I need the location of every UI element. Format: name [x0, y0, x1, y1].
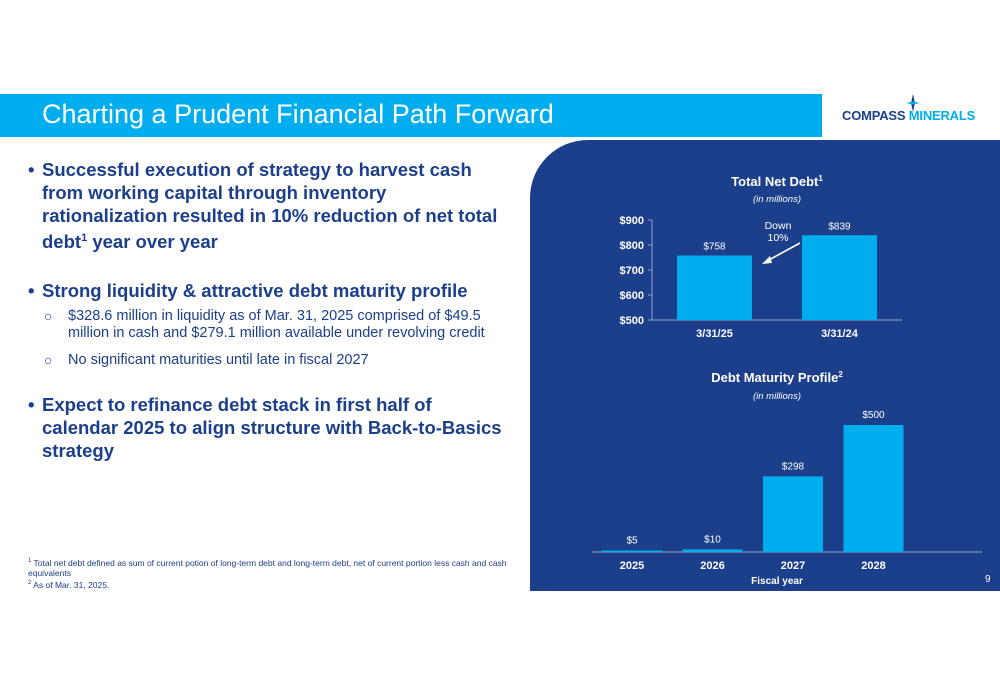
bullet-dot: •: [28, 159, 35, 180]
maturity-chart: Debt Maturity Profile2 (in millions) $5 2…: [592, 370, 982, 587]
bullet-3-text: Expect to refinance debt stack in first …: [42, 394, 502, 462]
logo-word-compass: COMPASS: [842, 108, 906, 123]
company-logo: COMPASS MINERALS: [822, 94, 1000, 137]
maturity-x-tick-label: 2025: [620, 560, 644, 572]
maturity-x-tick-label: 2027: [781, 560, 805, 572]
net-debt-bar: [677, 255, 752, 320]
bullet-3: • Expect to refinance debt stack in firs…: [28, 393, 507, 462]
maturity-bar-value-label: $298: [782, 461, 805, 472]
bullet-2-text: Strong liquidity & attractive debt matur…: [42, 280, 468, 302]
down-arrow-icon: [766, 242, 801, 262]
net-debt-chart-title: Total Net Debt1: [731, 174, 823, 189]
net-debt-chart: Total Net Debt1 (in millions) $500 $600 $7…: [620, 174, 902, 340]
down-annotation-line2: 10%: [767, 232, 788, 244]
net-debt-y-tick-label: $900: [620, 215, 644, 227]
down-annotation-line1: Down: [765, 220, 792, 232]
net-debt-chart-subtitle: (in millions): [753, 194, 801, 205]
bullet-1-footnote-mark: 1: [81, 232, 88, 244]
maturity-bar: [602, 550, 662, 552]
net-debt-y-tick-label: $700: [620, 265, 644, 277]
maturity-bar: [682, 549, 743, 552]
maturity-x-axis-title: Fiscal year: [751, 576, 803, 587]
footnote-2: 2 As of Mar. 31, 2025.: [28, 579, 110, 590]
maturity-x-tick-label: 2028: [861, 560, 885, 572]
maturity-bar-value-label: $500: [862, 410, 885, 421]
net-debt-y-tick-label: $800: [620, 240, 644, 252]
logo-word-minerals: MINERALS: [908, 108, 976, 123]
net-debt-bar-value-label: $758: [703, 242, 726, 253]
page-number: 9: [985, 574, 991, 585]
net-debt-y-axis: $500 $600 $700 $800 $900: [620, 215, 653, 327]
footnote-1: 1 Total net debt defined as sum of curre…: [28, 557, 507, 578]
sub-bullet-liquidity-text: $328.6 million in liquidity as of Mar. 3…: [68, 308, 485, 342]
down-arrowhead-icon: [762, 256, 772, 264]
maturity-bar: [763, 476, 823, 552]
net-debt-bar: [802, 235, 877, 320]
net-debt-bar-value-label: $839: [828, 221, 851, 232]
bullet-dot: •: [28, 394, 35, 416]
sub-bullet-maturities-text: No significant maturities until late in …: [68, 352, 369, 369]
sub-bullet-circle-icon: ○: [44, 352, 53, 369]
chart-panel: Total Net Debt1 (in millions) $500 $600 $7…: [530, 140, 1000, 591]
maturity-bar-value-label: $5: [626, 536, 638, 547]
bullet-1: • Successful execution of strategy to ha…: [28, 158, 502, 253]
sub-bullet-circle-icon: ○: [44, 308, 53, 325]
maturity-x-tick-label: 2026: [700, 560, 724, 572]
footnotes: 1 Total net debt defined as sum of curre…: [28, 556, 508, 590]
maturity-bar: [843, 425, 904, 552]
bullet-1-tail: year over year: [87, 231, 218, 253]
bullet-list: • Successful execution of strategy to ha…: [28, 158, 508, 462]
charts-svg: Total Net Debt1 (in millions) $500 $600 $7…: [592, 174, 982, 587]
maturity-chart-subtitle: (in millions): [753, 391, 801, 402]
compass-star-icon: [906, 94, 920, 112]
sub-bullet-maturities: ○ No significant maturities until late i…: [28, 352, 488, 369]
sub-bullet-liquidity: ○ $328.6 million in liquidity as of Mar.…: [28, 308, 488, 342]
maturity-bar-value-label: $10: [704, 534, 721, 545]
bullet-dot: •: [28, 280, 35, 302]
net-debt-y-tick-label: $500: [620, 315, 644, 327]
maturity-chart-title: Debt Maturity Profile2: [711, 370, 843, 385]
bullet-2: • Strong liquidity & attractive debt mat…: [28, 279, 482, 302]
net-debt-x-tick-label: 3/31/25: [696, 328, 733, 340]
page-title: Charting a Prudent Financial Path Forwar…: [42, 99, 554, 129]
net-debt-x-tick-label: 3/31/24: [821, 328, 859, 340]
net-debt-y-tick-label: $600: [620, 290, 644, 302]
bullet-1-text: Successful execution of strategy to harv…: [42, 159, 498, 253]
